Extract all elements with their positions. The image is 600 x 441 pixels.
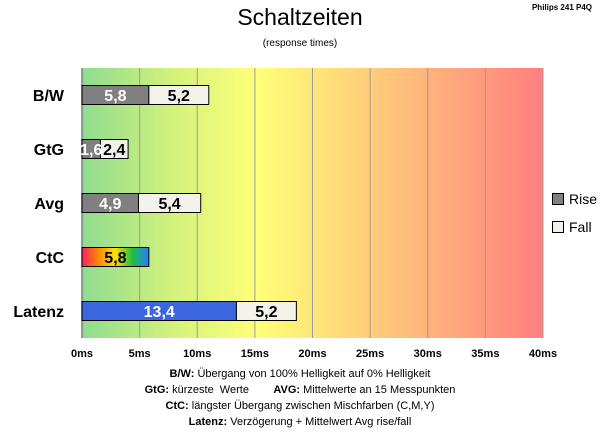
chart-notes: B/W: Übergang von 100% Helligkeit auf 0%… [0, 366, 600, 430]
legend-swatch-rise [552, 193, 564, 205]
note-latenz: Latenz: Verzögerung + Mittelwert Avg ris… [188, 416, 412, 428]
bar-fall [148, 85, 210, 105]
bar-rise-label: 5,8 [104, 250, 126, 267]
chart-title: Schaltzeiten [237, 4, 363, 30]
bar-rise-label: 1,6 [80, 142, 102, 159]
response-time-chart: 0ms 5ms 10ms 15ms 20ms 25ms 30ms 35ms 40ms B/W 5,8… [13, 68, 557, 360]
category-label: B/W [33, 88, 65, 105]
bar-fall [137, 193, 202, 213]
x-tick-label: 25ms [356, 348, 384, 360]
bar-fall-label: 5,2 [255, 304, 277, 321]
x-tick-label: 30ms [414, 348, 442, 360]
legend-label-fall: Fall [569, 219, 592, 235]
bar-rise [81, 247, 150, 267]
bar-fall [99, 139, 129, 159]
chart-legend: Rise Fall [552, 191, 597, 247]
x-tick-label: 15ms [241, 348, 269, 360]
x-tick-label: 40ms [529, 348, 557, 360]
legend-label-rise: Rise [569, 191, 598, 207]
chart-subtitle: (response times) [262, 38, 338, 49]
x-tick-label: 20ms [298, 348, 326, 360]
note-gtg-avg: GtG: kürzeste Werte AVG: Mittelwerte an … [144, 384, 456, 396]
x-tick-label: 10ms [183, 348, 211, 360]
monitor-model-label: Philips 241 P4Q [531, 3, 592, 12]
legend-item-rise: Rise [552, 191, 597, 207]
legend-swatch-fall [552, 221, 564, 233]
category-label: CtC [36, 250, 65, 267]
bar-fall-label: 5,4 [158, 196, 180, 213]
bar-fall-label: 2,4 [103, 142, 125, 159]
bar-rise-label: 4,9 [99, 196, 121, 213]
x-tick-label: 35ms [471, 348, 499, 360]
note-ctc: CtC: längster Übergang zwischen Mischfar… [165, 400, 435, 412]
note-bw: B/W: Übergang von 100% Helligkeit auf 0%… [169, 368, 431, 380]
bar-fall-label: 5,2 [168, 88, 190, 105]
category-label: Avg [34, 196, 64, 213]
x-tick-label: 5ms [129, 348, 151, 360]
bar-rise-label: 5,8 [104, 88, 126, 105]
bar-rise-label: 13,4 [144, 304, 175, 321]
bar-fall [235, 301, 297, 321]
category-label: GtG [34, 142, 64, 159]
legend-item-fall: Fall [552, 219, 597, 235]
category-label: Latenz [13, 304, 64, 321]
x-tick-label: 0ms [71, 348, 93, 360]
